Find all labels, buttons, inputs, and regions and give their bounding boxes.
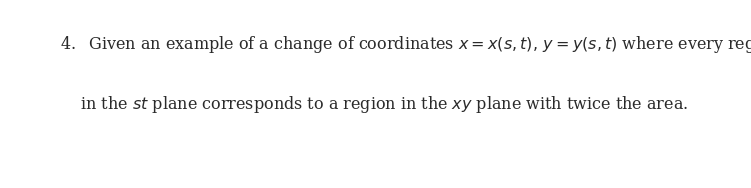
Text: in the $st$ plane corresponds to a region in the $xy$ plane with twice the area.: in the $st$ plane corresponds to a regio… [60, 94, 689, 115]
Text: 4.  Given an example of a change of coordinates $x = x(s, t),\, y = y(s, t)$ whe: 4. Given an example of a change of coord… [60, 34, 751, 55]
